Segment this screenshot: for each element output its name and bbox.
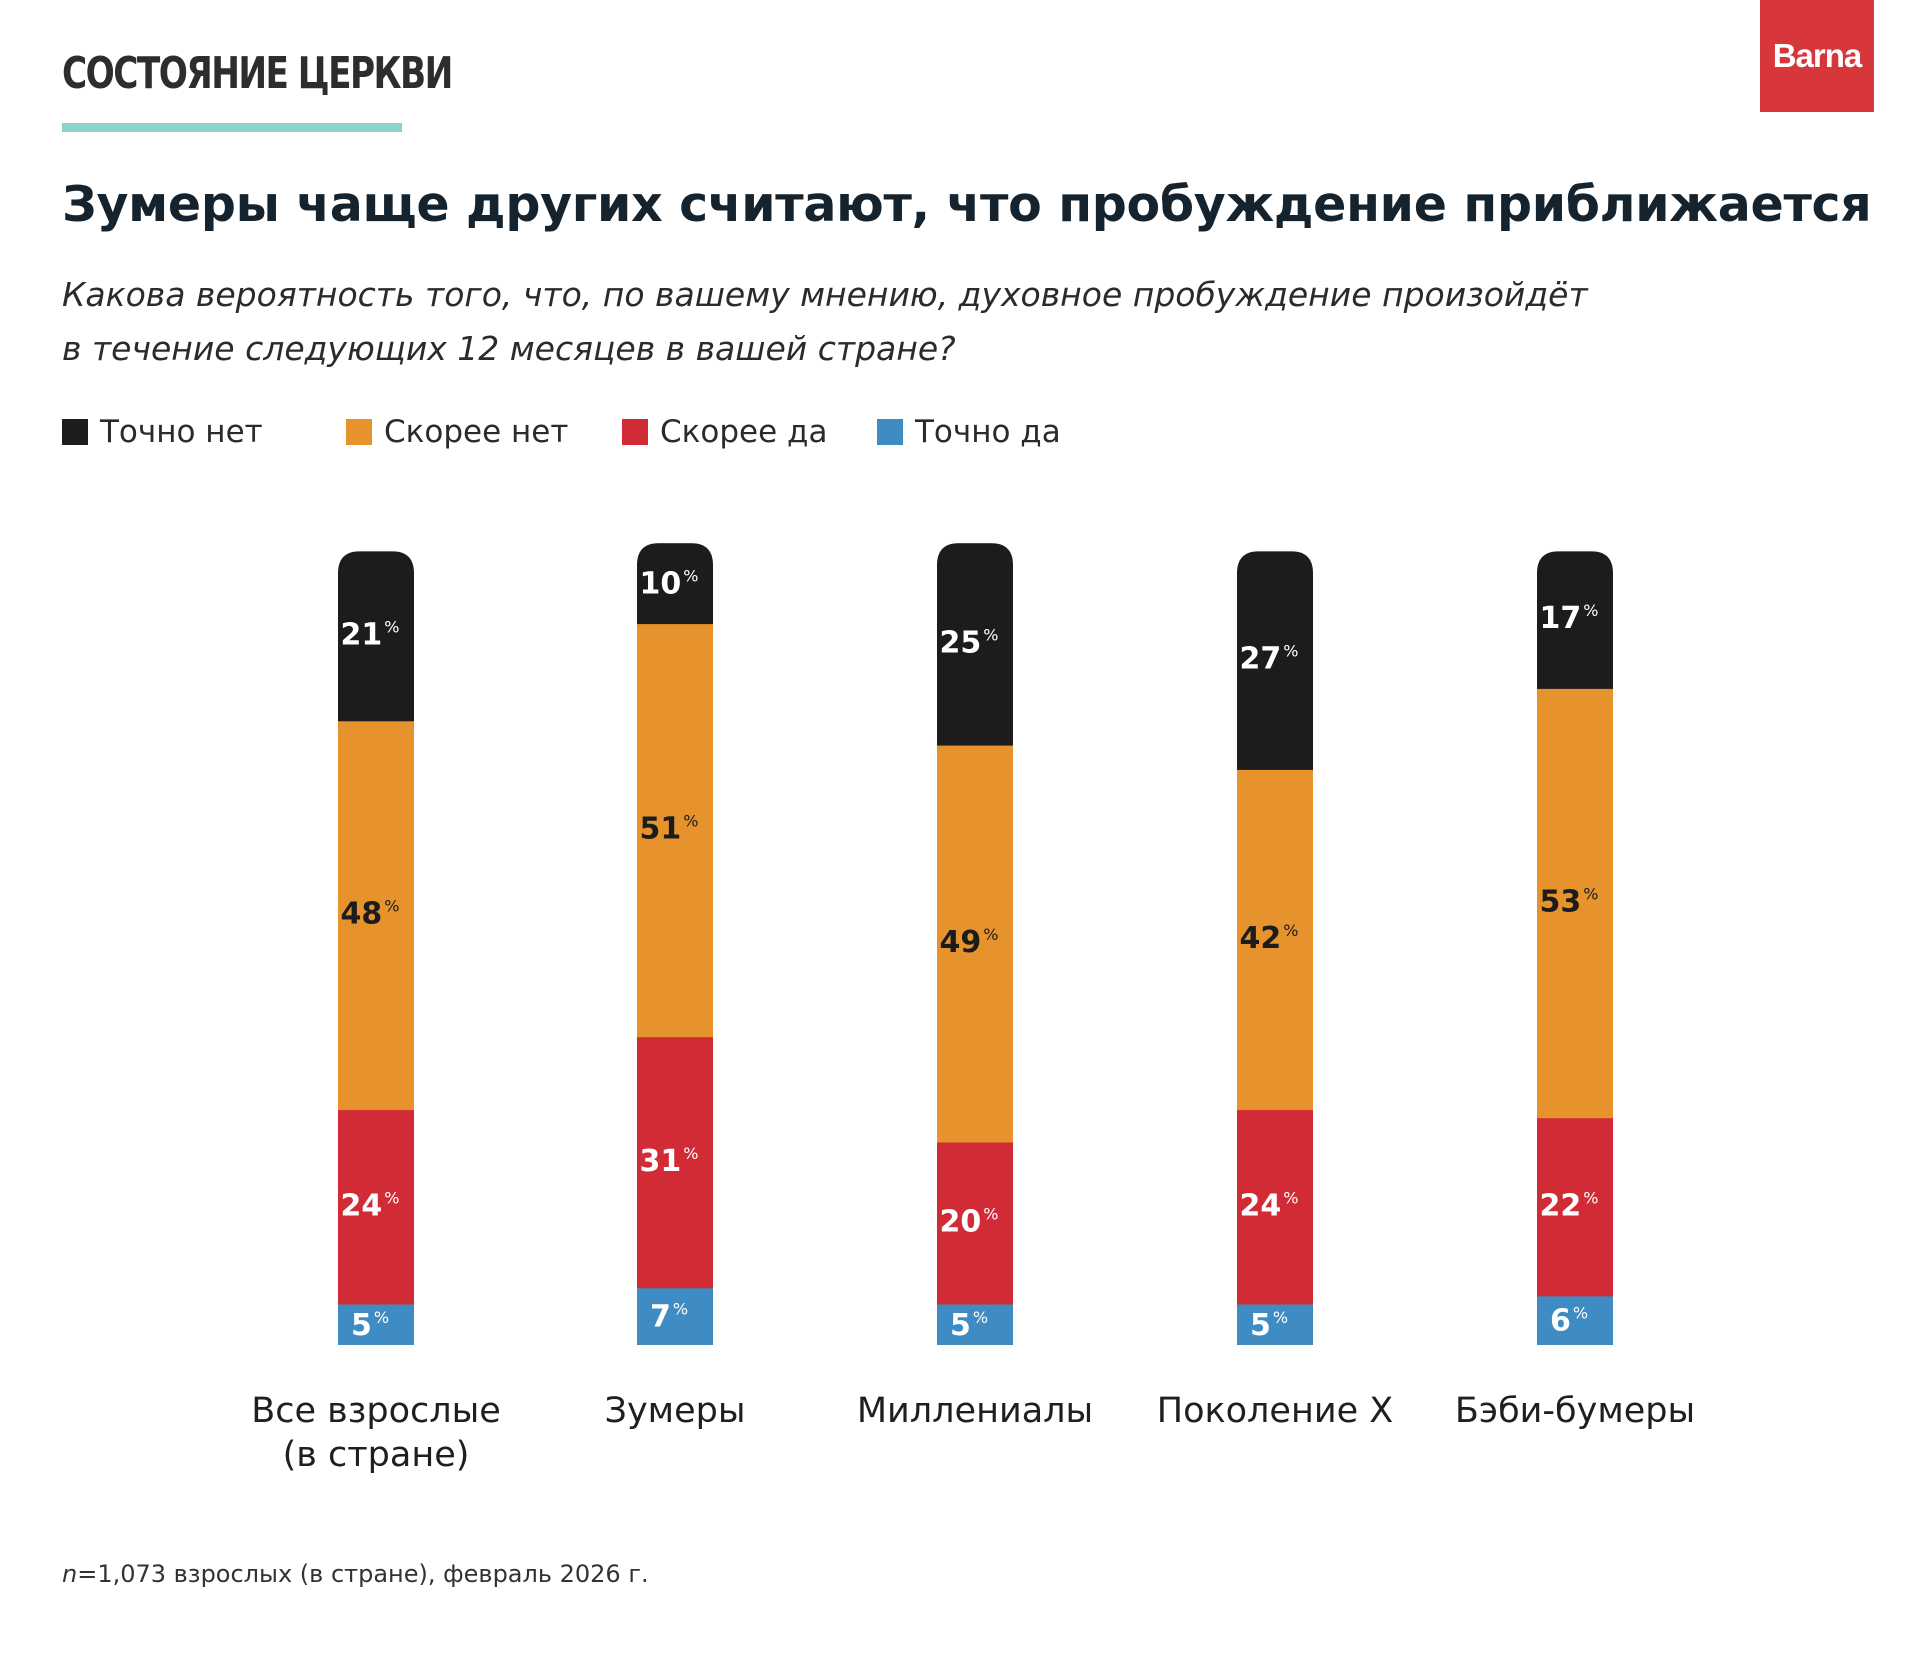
data-label-probably-yes: 24%: [1240, 1188, 1299, 1223]
legend-label-definitely-yes: Точно да: [915, 414, 1061, 450]
footnote-text: =1,073 взрослых (в стране), февраль 2026…: [77, 1560, 649, 1588]
category-label: Зумеры: [605, 1391, 746, 1431]
legend-swatch-probably-yes: [622, 419, 648, 445]
subtitle-line-2: в течение следующих 12 месяцев в вашей с…: [62, 329, 956, 368]
data-label-probably-yes: 31%: [640, 1144, 699, 1179]
bar-segment-probably-no: [1537, 688, 1613, 1119]
kicker-underline: [62, 123, 402, 132]
section-kicker: СОСТОЯНИЕ ЦЕРКВИ: [62, 48, 453, 99]
bar-segment-definitely-yes: [1537, 1296, 1613, 1345]
data-label-definitely-yes: 5%: [351, 1308, 389, 1343]
data-label-probably-no: 42%: [1240, 921, 1299, 956]
bar-segment-definitely-no: [637, 543, 713, 625]
category-label: Миллениалы: [857, 1391, 1093, 1431]
legend-item-probably-yes: Скорее да: [622, 414, 827, 450]
data-label-probably-yes: 24%: [341, 1188, 400, 1223]
bar-segment-probably-yes: [1537, 1118, 1613, 1297]
footnote-n-symbol: n: [62, 1560, 78, 1588]
sample-footnote: n=1,073 взрослых (в стране), февраль 202…: [62, 1560, 649, 1588]
chart-title: Зумеры чаще других считают, что пробужде…: [62, 176, 1872, 233]
bar-segment-definitely-yes: [338, 1304, 414, 1345]
bar-segment-definitely-no: [937, 543, 1013, 747]
data-label-definitely-no: 27%: [1240, 642, 1299, 677]
bar-segment-probably-no: [637, 624, 713, 1038]
legend-label-probably-yes: Скорее да: [660, 414, 828, 450]
legend-swatch-definitely-no: [62, 419, 88, 445]
barna-logo: Barna: [1760, 0, 1874, 112]
data-label-definitely-no: 21%: [341, 617, 400, 652]
data-label-definitely-yes: 7%: [650, 1300, 688, 1335]
bar-group-1: 10 % 51 % 31 % 7 % Зумеры: [605, 543, 746, 1431]
bar-segment-definitely-no: [1237, 551, 1313, 771]
bar-segment-probably-yes: [338, 1110, 414, 1305]
data-label-definitely-yes: 5%: [950, 1308, 988, 1343]
data-label-definitely-no: 10%: [640, 567, 699, 602]
legend-item-probably-no: Скорее нет: [346, 414, 568, 450]
bar-segment-definitely-yes: [637, 1288, 713, 1345]
bar-segment-definitely-yes: [1237, 1304, 1313, 1345]
data-label-probably-no: 49%: [940, 925, 999, 960]
data-label-probably-no: 51%: [640, 812, 699, 847]
data-label-definitely-yes: 6%: [1550, 1304, 1588, 1339]
data-label-probably-yes: 22%: [1540, 1188, 1599, 1223]
legend-swatch-probably-no: [346, 419, 372, 445]
bar-segment-probably-yes: [937, 1142, 1013, 1305]
data-label-probably-yes: 20%: [940, 1205, 999, 1240]
bar-segment-probably-no: [937, 745, 1013, 1143]
legend-item-definitely-no: Точно нет: [62, 414, 263, 450]
category-label: Поколение X: [1157, 1391, 1393, 1431]
bar-group-4: 17 % 53 % 22 % 6 % Бэби-бумеры: [1455, 551, 1695, 1431]
legend-label-probably-no: Скорее нет: [384, 414, 569, 450]
category-label: Все взрослые (в стране): [251, 1391, 501, 1475]
category-label: Бэби-бумеры: [1455, 1391, 1695, 1431]
subtitle-line-1: Какова вероятность того, что, по вашему …: [62, 275, 1588, 314]
bar-segment-definitely-yes: [937, 1304, 1013, 1345]
bar-segment-probably-no: [338, 721, 414, 1111]
bar-group-0: 21 % 48 % 24 % 5 % Все взрослые (в стране): [251, 551, 501, 1475]
bar-segment-probably-no: [1237, 769, 1313, 1111]
data-label-definitely-no: 17%: [1540, 601, 1599, 636]
bar-segment-definitely-no: [1537, 551, 1613, 690]
data-label-definitely-no: 25%: [940, 625, 999, 660]
data-label-probably-no: 48%: [341, 897, 400, 932]
data-label-probably-no: 53%: [1540, 885, 1599, 920]
bar-group-2: 25 % 49 % 20 % 5 % Миллениалы: [857, 543, 1093, 1431]
data-label-definitely-yes: 5%: [1250, 1308, 1288, 1343]
legend-item-definitely-yes: Точно да: [877, 414, 1061, 450]
bar-segment-probably-yes: [637, 1037, 713, 1289]
legend-swatch-definitely-yes: [877, 419, 903, 445]
legend-label-definitely-no: Точно нет: [100, 414, 263, 450]
bar-segment-probably-yes: [1237, 1110, 1313, 1305]
bar-segment-definitely-no: [338, 551, 414, 722]
chart-subtitle: Какова вероятность того, что, по вашему …: [62, 268, 1822, 376]
bar-group-3: 27 % 42 % 24 % 5 % Поколение X: [1157, 551, 1393, 1431]
